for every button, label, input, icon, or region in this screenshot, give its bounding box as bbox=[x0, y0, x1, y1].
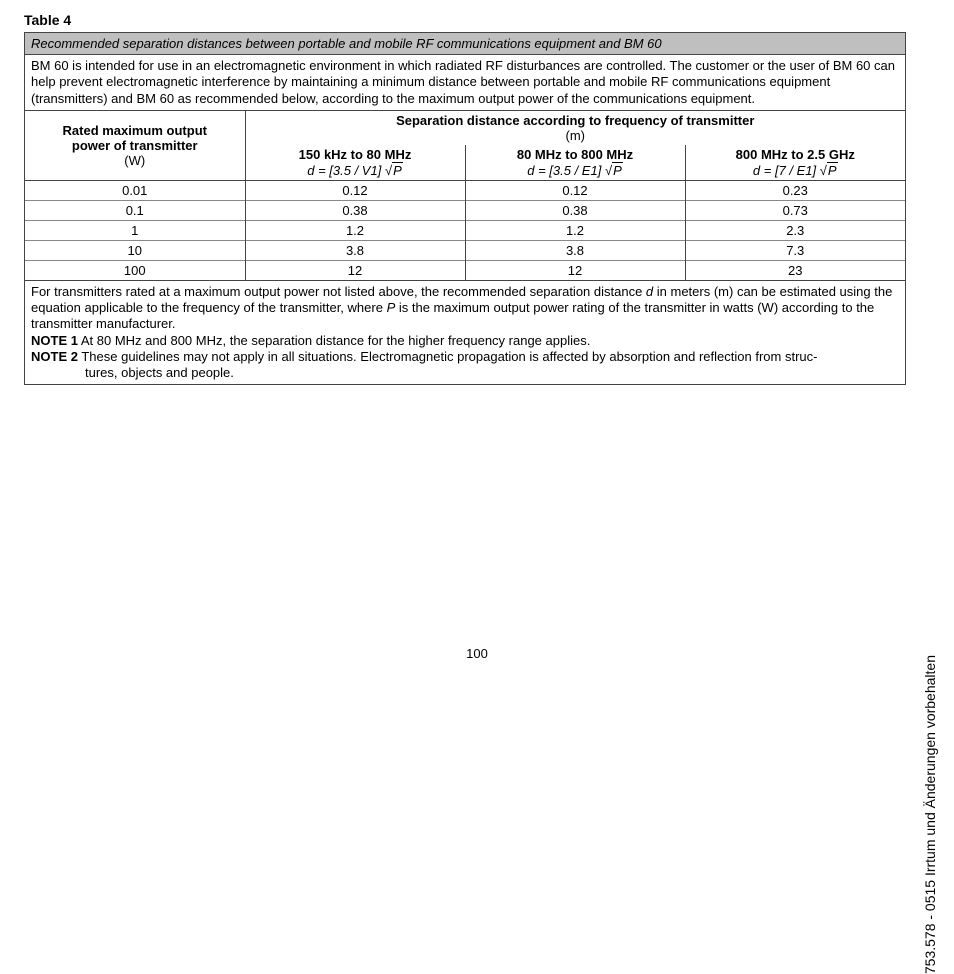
power-header: Rated maximum output power of transmitte… bbox=[25, 111, 245, 181]
table-container: Recommended separation distances between… bbox=[24, 32, 906, 385]
note-1: NOTE 1 At 80 MHz and 800 MHz, the separa… bbox=[31, 333, 899, 349]
table-row: 0.1 0.38 0.38 0.73 bbox=[25, 200, 905, 220]
sep-header-text: Separation distance according to frequen… bbox=[252, 113, 900, 128]
footer-pre: For transmitters rated at a maximum outp… bbox=[31, 284, 646, 299]
cell-d1: 3.8 bbox=[465, 240, 685, 260]
table-footer: For transmitters rated at a maximum outp… bbox=[25, 280, 905, 385]
cell-power: 0.1 bbox=[25, 200, 245, 220]
formula-prefix-2: d = [7 / E1] bbox=[753, 163, 820, 178]
side-text-wrap: 753.578 - 0515 Irrtum und Änderungen vor… bbox=[918, 0, 938, 675]
power-header-line1: Rated maximum output bbox=[31, 123, 239, 138]
cell-d2: 7.3 bbox=[685, 240, 905, 260]
cell-d0: 0.12 bbox=[245, 180, 465, 200]
freq-col-0: 150 kHz to 80 MHz d = [3.5 / V1] √P bbox=[245, 145, 465, 181]
sqrt-p-1: P bbox=[612, 162, 623, 178]
formula-prefix-1: d = [3.5 / E1] bbox=[527, 163, 605, 178]
note2-label: NOTE 2 bbox=[31, 349, 78, 364]
page-number: 100 bbox=[0, 646, 954, 661]
cell-power: 1 bbox=[25, 220, 245, 240]
cell-power: 0.01 bbox=[25, 180, 245, 200]
power-header-line2: power of transmitter bbox=[31, 138, 239, 153]
note-2-cont: tures, objects and people. bbox=[31, 365, 899, 381]
formula-prefix-0: d = [3.5 / V1] bbox=[307, 163, 385, 178]
cell-d1: 1.2 bbox=[465, 220, 685, 240]
cell-d2: 0.73 bbox=[685, 200, 905, 220]
table-row: 0.01 0.12 0.12 0.23 bbox=[25, 180, 905, 200]
freq-formula-1: d = [3.5 / E1] √P bbox=[472, 162, 679, 178]
cell-d0: 3.8 bbox=[245, 240, 465, 260]
cell-d0: 1.2 bbox=[245, 220, 465, 240]
table-body: 0.01 0.12 0.12 0.23 0.1 0.38 0.38 0.73 1… bbox=[25, 180, 905, 280]
cell-d2: 23 bbox=[685, 260, 905, 280]
freq-formula-2: d = [7 / E1] √P bbox=[692, 162, 900, 178]
table-row: 10 3.8 3.8 7.3 bbox=[25, 240, 905, 260]
sqrt-sym-0: √ bbox=[385, 163, 392, 178]
table-title: Table 4 bbox=[24, 12, 906, 28]
table-row: 100 12 12 23 bbox=[25, 260, 905, 280]
table-row: 1 1.2 1.2 2.3 bbox=[25, 220, 905, 240]
sep-header: Separation distance according to frequen… bbox=[245, 111, 905, 145]
power-unit: (W) bbox=[31, 153, 239, 168]
sqrt-sym-2: √ bbox=[820, 163, 827, 178]
cell-d2: 0.23 bbox=[685, 180, 905, 200]
freq-range-0: 150 kHz to 80 MHz bbox=[252, 147, 459, 162]
freq-col-2: 800 MHz to 2.5 GHz d = [7 / E1] √P bbox=[685, 145, 905, 181]
note2-text: These guidelines may not apply in all si… bbox=[78, 349, 817, 364]
table-caption: Recommended separation distances between… bbox=[25, 33, 905, 55]
cell-d1: 0.12 bbox=[465, 180, 685, 200]
sep-unit: (m) bbox=[252, 128, 900, 143]
freq-range-1: 80 MHz to 800 MHz bbox=[472, 147, 679, 162]
footer-p-var: P bbox=[387, 300, 396, 315]
side-text: 753.578 - 0515 Irrtum und Änderungen vor… bbox=[922, 655, 938, 974]
distance-table: Rated maximum output power of transmitte… bbox=[25, 111, 905, 280]
cell-d0: 12 bbox=[245, 260, 465, 280]
freq-formula-0: d = [3.5 / V1] √P bbox=[252, 162, 459, 178]
cell-d0: 0.38 bbox=[245, 200, 465, 220]
cell-power: 100 bbox=[25, 260, 245, 280]
table-intro: BM 60 is intended for use in an electrom… bbox=[25, 55, 905, 111]
cell-d2: 2.3 bbox=[685, 220, 905, 240]
freq-range-2: 800 MHz to 2.5 GHz bbox=[692, 147, 900, 162]
sqrt-sym-1: √ bbox=[605, 163, 612, 178]
sqrt-p-2: P bbox=[827, 162, 838, 178]
sqrt-p-0: P bbox=[392, 162, 403, 178]
cell-power: 10 bbox=[25, 240, 245, 260]
freq-col-1: 80 MHz to 800 MHz d = [3.5 / E1] √P bbox=[465, 145, 685, 181]
note1-label: NOTE 1 bbox=[31, 333, 78, 348]
cell-d1: 12 bbox=[465, 260, 685, 280]
note-2: NOTE 2 These guidelines may not apply in… bbox=[31, 349, 899, 365]
cell-d1: 0.38 bbox=[465, 200, 685, 220]
note1-text: At 80 MHz and 800 MHz, the separation di… bbox=[78, 333, 590, 348]
